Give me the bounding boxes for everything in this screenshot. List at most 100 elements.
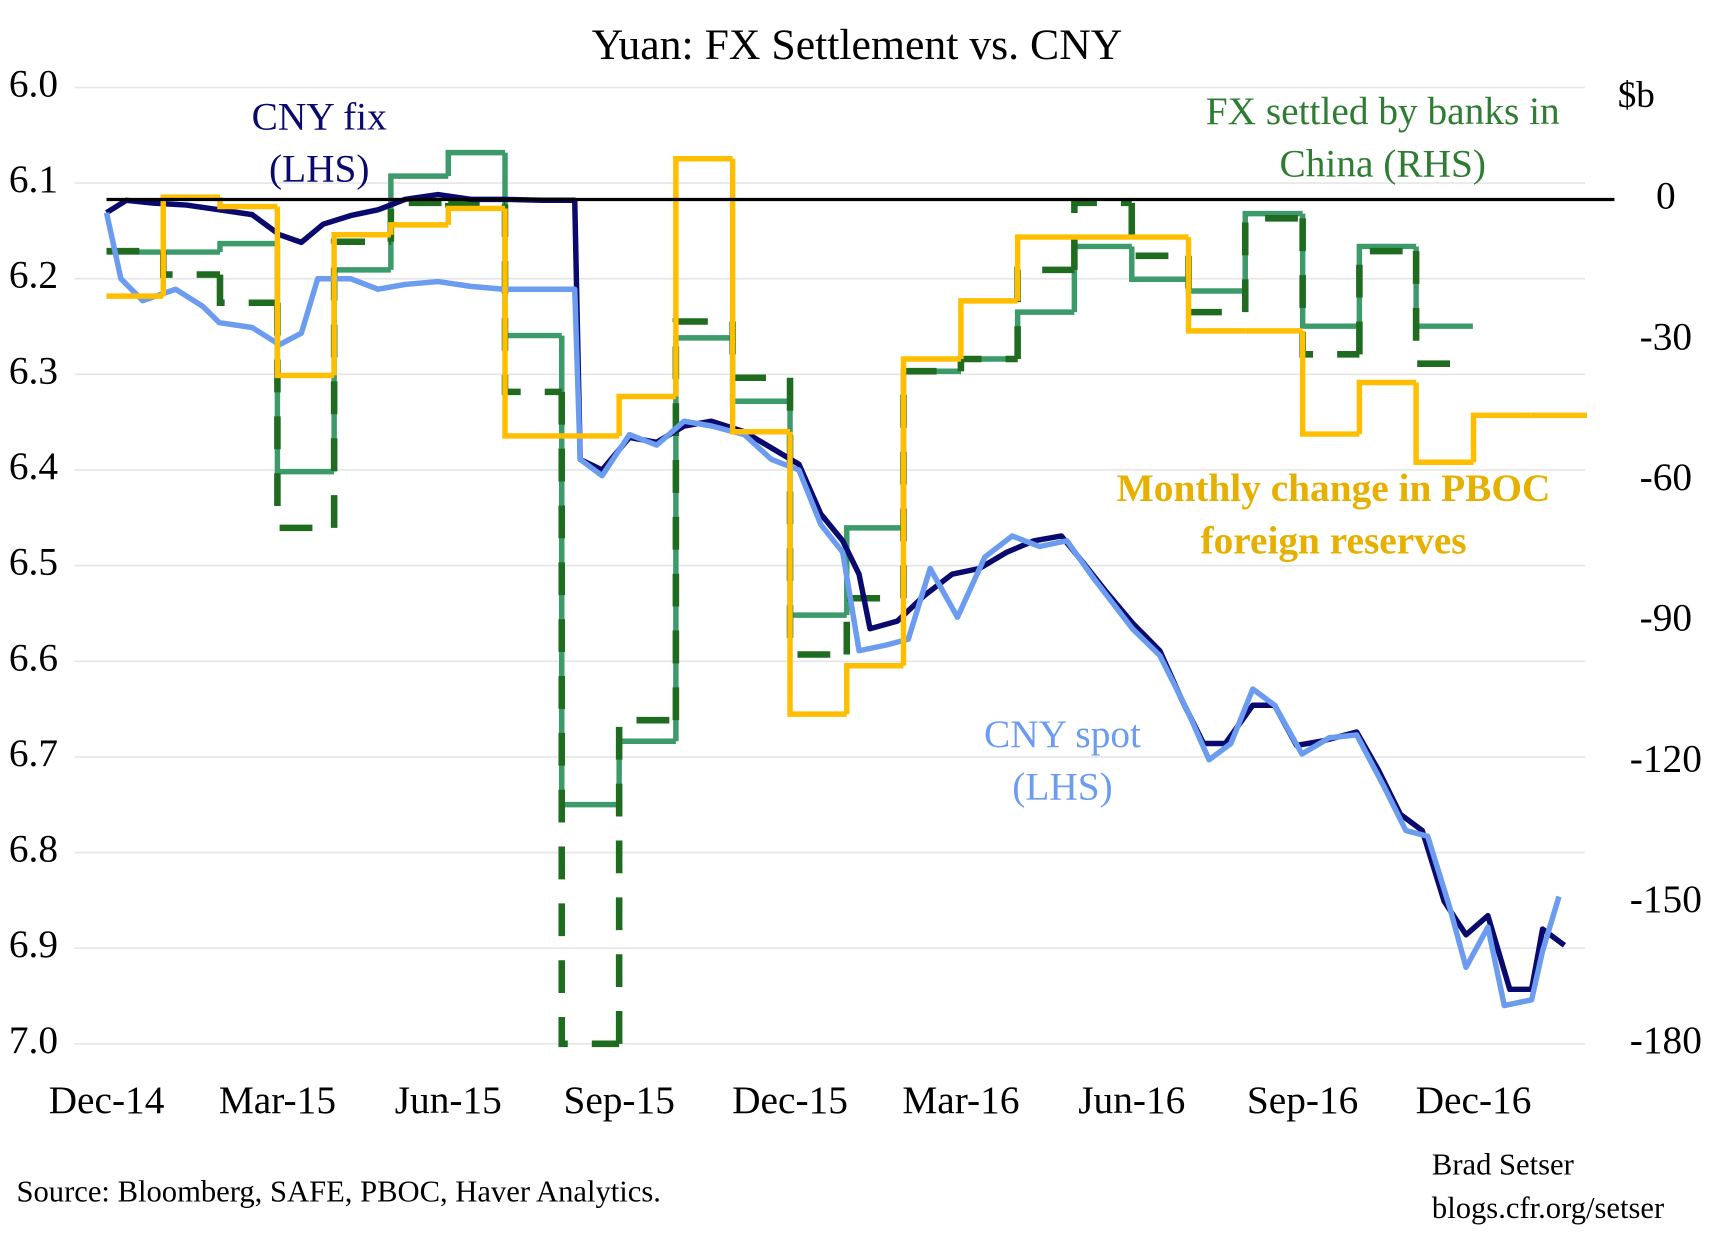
- step-segment: [1299, 218, 1360, 358]
- step-segment: [729, 158, 791, 435]
- step-segment: [729, 321, 791, 382]
- annotation: foreign reserves: [1200, 518, 1466, 562]
- step-segment: [274, 206, 335, 379]
- y-tick-label: 6.3: [9, 348, 58, 392]
- y-tick-label: 6.2: [9, 253, 58, 297]
- step-segment: [900, 356, 961, 666]
- step-segment: [274, 302, 335, 532]
- x-tick-label: Mar-16: [902, 1078, 1019, 1122]
- step-segment: [559, 335, 620, 808]
- step-segment: [501, 204, 562, 396]
- y-tick-label: 6.4: [9, 444, 58, 488]
- step-segment: [445, 149, 506, 177]
- series: [103, 212, 1562, 1009]
- chart-title: Yuan: FX Settlement vs. CNY: [592, 21, 1123, 69]
- step-segment: [1185, 237, 1246, 334]
- line: [103, 212, 1562, 1009]
- step-segment: [1242, 210, 1303, 292]
- step-segment: [1071, 199, 1132, 270]
- y-tick-label: 6.5: [9, 540, 58, 584]
- y2-tick-label: -120: [1630, 736, 1702, 780]
- step-segment: [673, 335, 733, 742]
- step-segment: [217, 240, 278, 253]
- y-tick-label: 6.7: [9, 731, 58, 775]
- step-segment: [1241, 215, 1303, 313]
- step-segment: [673, 156, 733, 397]
- step-segment: [1299, 330, 1360, 437]
- step-segment: [445, 205, 506, 225]
- step-segment: [1356, 243, 1417, 327]
- step-segment: [900, 368, 961, 528]
- annotation: CNY fix: [252, 94, 387, 138]
- credit: Brad Setser: [1432, 1147, 1574, 1181]
- step-segment: [216, 274, 278, 307]
- step-segment: [1185, 255, 1246, 316]
- step-segment: [1413, 382, 1474, 465]
- step-segment: [1185, 279, 1246, 294]
- x-tick-label: Dec-15: [732, 1078, 848, 1122]
- step-segment: [844, 663, 904, 715]
- step-segment: [1128, 202, 1189, 260]
- step-segment: [958, 298, 1018, 360]
- annotation: CNY spot: [984, 712, 1141, 756]
- y2-tick-label: -30: [1640, 314, 1692, 358]
- y-tick-label: 6.0: [9, 61, 58, 105]
- y2-tick-label: -180: [1630, 1018, 1702, 1062]
- y2-tick-label: -90: [1640, 596, 1692, 640]
- step-segment: [331, 267, 391, 472]
- step-segment: [445, 200, 506, 208]
- y-tick-label: 6.9: [9, 922, 58, 966]
- annotation: China (RHS): [1279, 141, 1485, 185]
- x-tick-label: Sep-15: [563, 1078, 674, 1122]
- step-segment: [1413, 246, 1473, 329]
- x-tick-label: Dec-16: [1416, 1078, 1532, 1122]
- step-segment: [1299, 213, 1360, 329]
- step-segment: [616, 393, 676, 436]
- x-tick-label: Mar-15: [219, 1078, 336, 1122]
- x-tick-label: Sep-16: [1247, 1078, 1358, 1122]
- step-segment: [1129, 246, 1189, 283]
- y2-unit: $b: [1618, 75, 1655, 116]
- step-segment: [616, 738, 676, 805]
- x-tick-label: Dec-14: [49, 1078, 165, 1122]
- annotation: (LHS): [269, 147, 370, 191]
- step-segment: [1014, 309, 1075, 360]
- step-segment: [672, 318, 733, 721]
- annotation: FX settled by banks in: [1206, 89, 1560, 133]
- step-segment: [558, 391, 620, 1048]
- step-segment: [388, 222, 449, 235]
- annotation: (LHS): [1012, 764, 1113, 808]
- step-segment: [900, 367, 961, 599]
- y-tick-label: 7.0: [9, 1018, 58, 1062]
- step-segment: [843, 594, 904, 655]
- step-segment: [502, 152, 562, 339]
- x-tick-label: Jun-16: [1078, 1078, 1185, 1122]
- y-tick-label: 6.6: [9, 635, 58, 679]
- source: Source: Bloomberg, SAFE, PBOC, Haver Ana…: [16, 1175, 660, 1209]
- credit: blogs.cfr.org/setser: [1432, 1191, 1664, 1225]
- step-segment: [502, 208, 562, 439]
- step-segment: [1412, 251, 1473, 367]
- y2-tick-label: 0: [1656, 174, 1676, 218]
- step-segment: [160, 194, 220, 297]
- step-segment: [786, 377, 847, 658]
- series: [105, 191, 1567, 993]
- step-segment: [729, 337, 791, 404]
- y2-tick-label: -150: [1630, 877, 1702, 921]
- series: [106, 156, 1587, 717]
- y2-tick-label: -60: [1640, 455, 1692, 499]
- line: [105, 191, 1567, 993]
- step-segment: [1014, 234, 1075, 301]
- step-segment: [1470, 412, 1531, 463]
- step-segment: [1356, 247, 1417, 355]
- step-segment: [615, 716, 676, 1044]
- x-tick-label: Jun-15: [395, 1078, 502, 1122]
- step-segment: [331, 231, 391, 376]
- annotation: Monthly change in PBOC: [1117, 466, 1551, 510]
- y-tick-label: 6.8: [9, 827, 58, 871]
- y-tick-label: 6.1: [9, 157, 58, 201]
- step-segment: [1356, 379, 1417, 435]
- step-segment: [787, 431, 847, 717]
